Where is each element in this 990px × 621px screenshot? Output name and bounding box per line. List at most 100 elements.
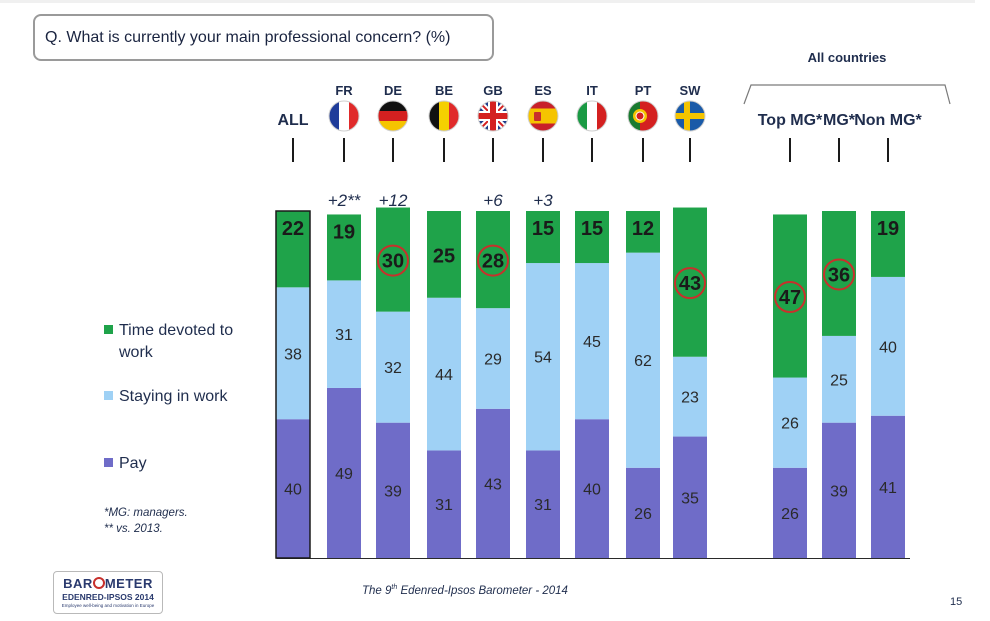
bar-segment-all-s1 xyxy=(276,287,310,420)
bar-segment-nonmg-s1 xyxy=(871,276,905,416)
footer-text: The 9 xyxy=(362,584,392,597)
bar-segment-es-s1 xyxy=(526,263,560,451)
data-label-1-6: 45 xyxy=(583,334,601,351)
bar-segment-be-s0 xyxy=(427,450,461,558)
category-label-9: Top MG* xyxy=(758,112,823,129)
spain-flag xyxy=(528,101,558,131)
data-label-0-7: 26 xyxy=(634,506,652,523)
bar-segment-all-s2 xyxy=(276,211,310,288)
logo-wordmark: BAR METER xyxy=(54,576,162,591)
data-label-0-5: 31 xyxy=(534,497,552,514)
data-label-1-1: 31 xyxy=(335,327,353,344)
data-label-0-3: 31 xyxy=(435,497,453,514)
data-label-0-0: 40 xyxy=(284,482,302,499)
bar-segment-pt-s0 xyxy=(626,467,660,558)
legend-label-time: Time devoted to work xyxy=(119,322,234,361)
footer-sup: th xyxy=(391,584,398,591)
category-label-8: SW xyxy=(680,83,702,98)
logo-tagline: Employee well-being and motivation in Eu… xyxy=(61,603,155,608)
bar-segment-sw-s0 xyxy=(673,436,707,558)
bar-segment-topmg-s1 xyxy=(773,377,807,468)
france-flag-rim xyxy=(328,100,360,132)
group-label: All countries xyxy=(808,50,887,65)
legend-label-pay: Pay xyxy=(119,455,147,472)
bar-segment-be-s1 xyxy=(427,297,461,451)
highlight-circle-2 xyxy=(377,244,409,277)
bar-segment-fr-s2 xyxy=(327,214,361,281)
data-label-top-5: 15 xyxy=(532,218,554,240)
category-label-6: IT xyxy=(586,83,598,98)
portugal-flag-rim xyxy=(627,100,659,132)
legend-swatch-pay xyxy=(104,458,113,467)
change-label-2: +12 xyxy=(379,191,408,210)
bar-segment-topmg-s2 xyxy=(773,214,807,378)
data-label-1-8: 23 xyxy=(681,390,699,407)
data-label-top-4: 28 xyxy=(482,251,504,273)
germany-flag xyxy=(378,101,408,131)
data-label-1-11: 40 xyxy=(879,339,897,356)
data-label-top-3: 25 xyxy=(433,245,455,267)
category-label-3: BE xyxy=(435,83,453,98)
uk-flag-rim xyxy=(477,100,509,132)
data-label-top-6: 15 xyxy=(581,218,603,240)
bar-segment-mg-s2 xyxy=(822,211,856,336)
legend-swatch-staying xyxy=(104,391,113,400)
legend-item-staying: Staying in work xyxy=(104,386,259,408)
bar-segment-pt-s2 xyxy=(626,211,660,253)
bar-segment-it-s2 xyxy=(575,211,609,264)
data-label-top-7: 12 xyxy=(632,218,654,240)
bar-segment-mg-s0 xyxy=(822,422,856,558)
bar-segment-es-s2 xyxy=(526,211,560,264)
data-label-1-4: 29 xyxy=(484,351,502,368)
data-label-1-3: 44 xyxy=(435,367,453,384)
data-label-0-1: 49 xyxy=(335,466,353,483)
germany-flag-rim xyxy=(377,100,409,132)
data-label-1-5: 54 xyxy=(534,350,552,367)
bar-segment-mg-s1 xyxy=(822,335,856,423)
data-label-top-9: 47 xyxy=(779,287,801,309)
logo-text-a: BAR xyxy=(63,576,93,591)
data-label-top-2: 30 xyxy=(382,251,404,273)
question-text: Q. What is currently your main professio… xyxy=(45,29,451,46)
data-label-1-0: 38 xyxy=(284,346,302,363)
note-mg: *MG: managers. xyxy=(104,507,188,519)
bar-outline-all xyxy=(275,210,311,559)
data-label-1-10: 25 xyxy=(830,372,848,389)
bar-segment-de-s0 xyxy=(376,422,410,558)
data-label-1-7: 62 xyxy=(634,353,652,370)
belgium-flag xyxy=(429,101,459,131)
logo-text-b: METER xyxy=(104,576,153,591)
question-box: Q. What is currently your main professio… xyxy=(33,14,494,61)
data-label-top-1: 19 xyxy=(333,221,355,243)
logo-subtitle: EDENRED-IPSOS 2014 xyxy=(62,592,154,602)
france-flag xyxy=(329,101,359,131)
data-label-top-11: 19 xyxy=(877,218,899,240)
category-label-7: PT xyxy=(635,83,652,98)
uk-flag xyxy=(478,101,508,131)
footer-rest: Edenred-Ipsos Barometer - 2014 xyxy=(397,584,568,597)
legend-swatch-time xyxy=(104,325,113,334)
italy-flag xyxy=(577,101,607,131)
legend-label-staying: Staying in work xyxy=(119,388,228,405)
barometer-logo: BAR METER EDENRED-IPSOS 2014 Employee wel… xyxy=(53,571,163,614)
bar-segment-nonmg-s0 xyxy=(871,415,905,558)
category-label-2: DE xyxy=(384,83,402,98)
legend-item-pay: Pay xyxy=(104,453,259,475)
data-label-0-11: 41 xyxy=(879,480,897,497)
bar-segment-es-s0 xyxy=(526,450,560,558)
portugal-flag xyxy=(628,101,658,131)
note-vs-2013: ** vs. 2013. xyxy=(104,523,163,535)
category-label-11: Non MG* xyxy=(854,112,922,129)
sweden-flag-rim xyxy=(674,100,706,132)
bar-segment-pt-s1 xyxy=(626,252,660,468)
category-label-1: FR xyxy=(335,83,353,98)
bar-segment-sw-s2 xyxy=(673,207,707,357)
footer-caption: The 9th Edenred-Ipsos Barometer - 2014 xyxy=(362,584,568,597)
data-label-0-2: 39 xyxy=(384,483,402,500)
bar-segment-gb-s2 xyxy=(476,211,510,309)
data-label-1-9: 26 xyxy=(781,416,799,433)
bar-segment-gb-s0 xyxy=(476,408,510,558)
data-label-0-4: 43 xyxy=(484,476,502,493)
bar-segment-be-s2 xyxy=(427,211,461,298)
